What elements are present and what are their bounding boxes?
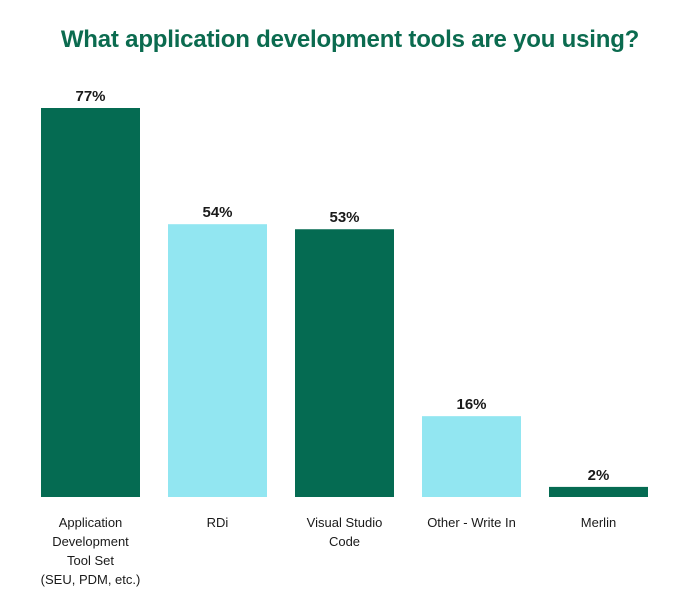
bar-1 — [168, 224, 267, 497]
category-label-0-line-1: Development — [52, 534, 129, 549]
category-label-0-line-0: Application — [59, 515, 123, 530]
category-label-0-line-3: (SEU, PDM, etc.) — [41, 572, 141, 587]
chart-title: What application development tools are y… — [60, 26, 640, 53]
category-label-1-line-0: RDi — [207, 515, 229, 530]
bar-value-label-0: 77% — [75, 88, 105, 105]
bar-0 — [41, 108, 140, 497]
category-label-2-line-0: Visual Studio — [307, 515, 383, 530]
bar-2 — [295, 229, 394, 497]
category-label-3-line-0: Other - Write In — [427, 515, 516, 530]
bar-4 — [549, 486, 648, 497]
category-label-0-line-2: Tool Set — [67, 553, 114, 568]
category-label-4-line-0: Merlin — [581, 515, 616, 530]
category-label-2-line-1: Code — [329, 534, 360, 549]
bar-value-label-4: 2% — [588, 467, 610, 484]
bar-3 — [422, 416, 521, 497]
bar-value-label-3: 16% — [456, 396, 486, 413]
bar-value-label-1: 54% — [202, 204, 232, 221]
bar-value-label-2: 53% — [329, 209, 359, 226]
